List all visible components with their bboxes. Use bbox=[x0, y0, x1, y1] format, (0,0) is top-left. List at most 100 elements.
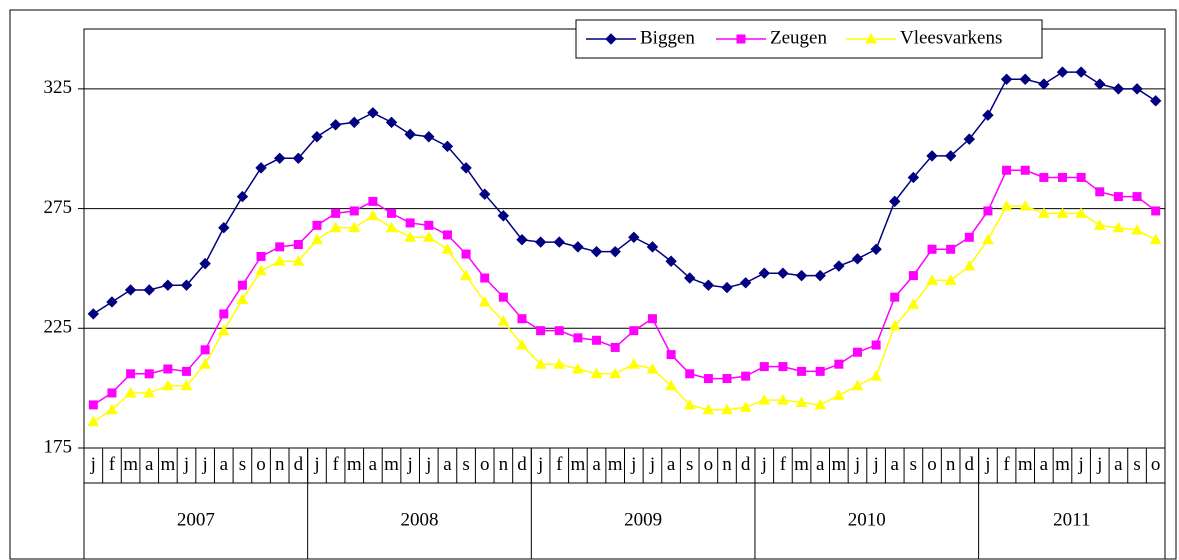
marker bbox=[124, 386, 137, 398]
marker bbox=[162, 279, 174, 291]
marker bbox=[871, 340, 881, 350]
marker bbox=[944, 150, 957, 162]
x-tick-label: a bbox=[220, 454, 229, 475]
marker bbox=[478, 295, 491, 307]
marker bbox=[721, 403, 733, 415]
x-tick-label: n bbox=[722, 454, 732, 475]
marker bbox=[702, 279, 715, 291]
marker bbox=[778, 362, 788, 372]
marker bbox=[1039, 172, 1049, 182]
marker bbox=[1056, 207, 1069, 218]
marker bbox=[665, 379, 677, 391]
marker bbox=[590, 367, 603, 379]
y-tick-label: 175 bbox=[44, 436, 73, 457]
marker bbox=[199, 257, 211, 270]
marker bbox=[741, 371, 751, 381]
marker bbox=[424, 220, 434, 230]
x-tick-label: d bbox=[517, 454, 527, 475]
marker bbox=[628, 231, 640, 244]
x-tick-label: j bbox=[90, 454, 96, 475]
marker bbox=[1038, 207, 1050, 218]
x-tick-label: a bbox=[816, 454, 825, 475]
marker bbox=[758, 394, 771, 405]
marker bbox=[964, 232, 974, 242]
marker bbox=[441, 140, 454, 153]
marker bbox=[797, 366, 807, 376]
chart-frame bbox=[9, 9, 1177, 560]
marker bbox=[865, 32, 877, 44]
marker bbox=[405, 218, 415, 228]
marker bbox=[833, 260, 845, 272]
marker bbox=[592, 335, 602, 345]
marker bbox=[329, 119, 342, 131]
x-tick-label: m bbox=[1018, 454, 1033, 475]
marker bbox=[926, 274, 938, 285]
marker bbox=[605, 33, 617, 45]
x-tick-label: f bbox=[780, 454, 787, 475]
x-tick-label: j bbox=[313, 454, 319, 475]
x-tick-label: m bbox=[794, 454, 809, 475]
marker bbox=[963, 260, 976, 271]
marker bbox=[573, 333, 583, 343]
marker bbox=[461, 249, 471, 259]
series-line bbox=[92, 205, 1157, 423]
x-tick-label: j bbox=[761, 454, 767, 475]
marker bbox=[739, 277, 752, 289]
marker bbox=[646, 362, 659, 374]
marker bbox=[1151, 206, 1161, 216]
marker bbox=[385, 221, 398, 233]
marker bbox=[777, 394, 789, 405]
x-tick-label: m bbox=[123, 454, 138, 475]
marker bbox=[255, 264, 267, 276]
marker bbox=[590, 245, 603, 258]
marker bbox=[256, 251, 266, 261]
marker bbox=[180, 279, 193, 291]
marker bbox=[312, 220, 322, 230]
marker bbox=[88, 400, 98, 410]
marker bbox=[1131, 83, 1143, 95]
marker bbox=[982, 233, 994, 245]
marker bbox=[348, 116, 360, 129]
x-tick-label: f bbox=[1003, 454, 1010, 475]
marker bbox=[460, 162, 472, 174]
x-tick-label: f bbox=[109, 454, 116, 475]
x-tick-label: m bbox=[160, 454, 175, 475]
marker bbox=[554, 326, 564, 336]
x-tick-label: j bbox=[407, 454, 413, 475]
marker bbox=[795, 396, 808, 408]
marker bbox=[534, 236, 547, 248]
marker bbox=[273, 255, 286, 266]
x-tick-label: j bbox=[202, 454, 208, 475]
x-tick-label: j bbox=[1077, 454, 1083, 475]
marker bbox=[1094, 78, 1106, 90]
marker bbox=[553, 358, 566, 369]
marker bbox=[217, 324, 230, 336]
x-tick-label: a bbox=[1040, 454, 1049, 475]
marker bbox=[331, 208, 341, 218]
marker bbox=[572, 362, 584, 374]
marker bbox=[143, 284, 155, 296]
marker bbox=[292, 255, 305, 266]
marker bbox=[610, 342, 620, 352]
marker bbox=[758, 267, 770, 279]
marker bbox=[927, 244, 937, 254]
x-group-label: 2009 bbox=[624, 509, 662, 530]
marker bbox=[834, 359, 844, 369]
marker bbox=[517, 314, 527, 324]
marker bbox=[143, 386, 156, 398]
marker bbox=[404, 128, 416, 141]
marker bbox=[87, 415, 100, 427]
marker bbox=[329, 221, 342, 233]
marker bbox=[703, 374, 713, 384]
x-tick-label: a bbox=[145, 454, 154, 475]
marker bbox=[182, 366, 192, 376]
marker bbox=[536, 326, 546, 336]
marker bbox=[739, 401, 752, 412]
marker bbox=[736, 34, 746, 44]
marker bbox=[144, 369, 154, 379]
marker bbox=[1002, 165, 1012, 175]
legend: Biggen Zeugen Vleesvarkens bbox=[575, 19, 1043, 59]
marker bbox=[1149, 233, 1162, 245]
marker bbox=[199, 358, 211, 369]
x-tick-label: o bbox=[480, 454, 490, 475]
